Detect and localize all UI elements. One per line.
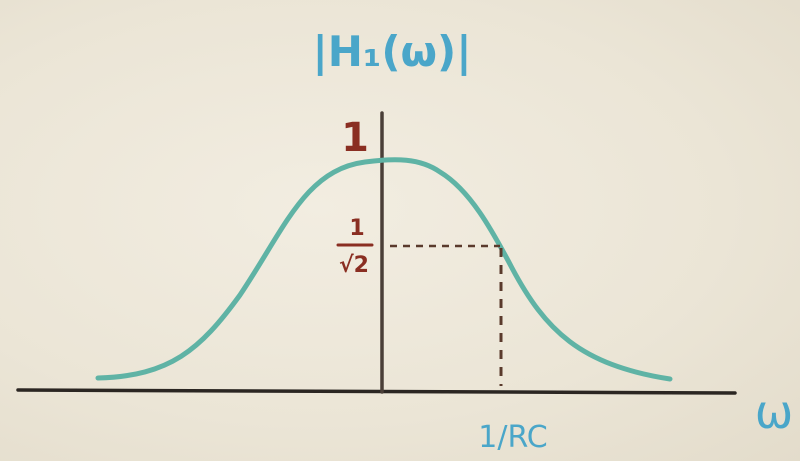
magnitude-curve xyxy=(95,157,673,382)
plot-title: |H₁(ω)| xyxy=(312,27,471,76)
y-label-half-power-denominator: √2 xyxy=(339,253,369,278)
y-label-one: 1 xyxy=(341,115,369,161)
x-axis xyxy=(16,388,737,395)
y-label-half-power-numerator: 1 xyxy=(349,216,364,241)
x-tick-cutoff-label: 1/RC xyxy=(478,420,548,455)
x-axis-label: ω xyxy=(755,385,794,439)
